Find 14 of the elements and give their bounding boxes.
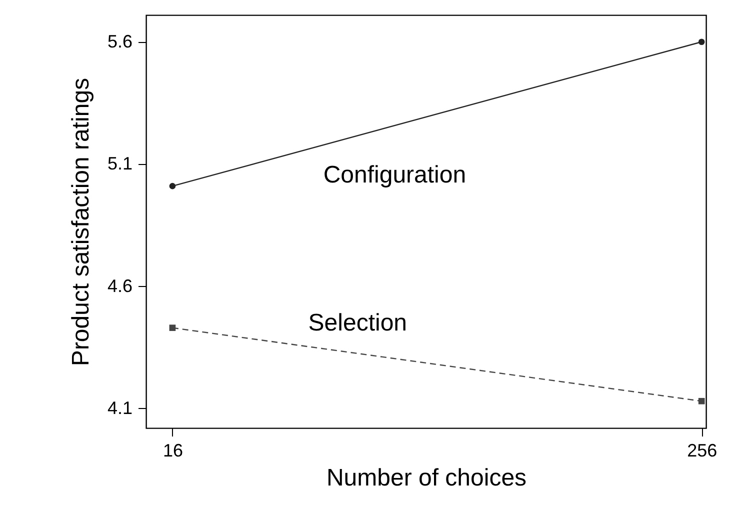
- x-tick-label: 16: [162, 440, 183, 460]
- y-axis-title: Product satisfaction ratings: [67, 78, 94, 366]
- y-tick-label: 4.1: [107, 398, 132, 418]
- x-tick-label: 256: [687, 440, 718, 460]
- x-axis-title: Number of choices: [326, 464, 527, 492]
- series-label: Configuration: [323, 162, 466, 189]
- point: [169, 182, 176, 190]
- point: [698, 38, 705, 46]
- point: [169, 324, 176, 331]
- series-label: Selection: [308, 309, 408, 336]
- y-tick-label: 4.6: [107, 276, 132, 296]
- point: [698, 398, 705, 404]
- y-tick-label: 5.6: [107, 31, 132, 52]
- y-tick-label: 5.1: [107, 154, 132, 174]
